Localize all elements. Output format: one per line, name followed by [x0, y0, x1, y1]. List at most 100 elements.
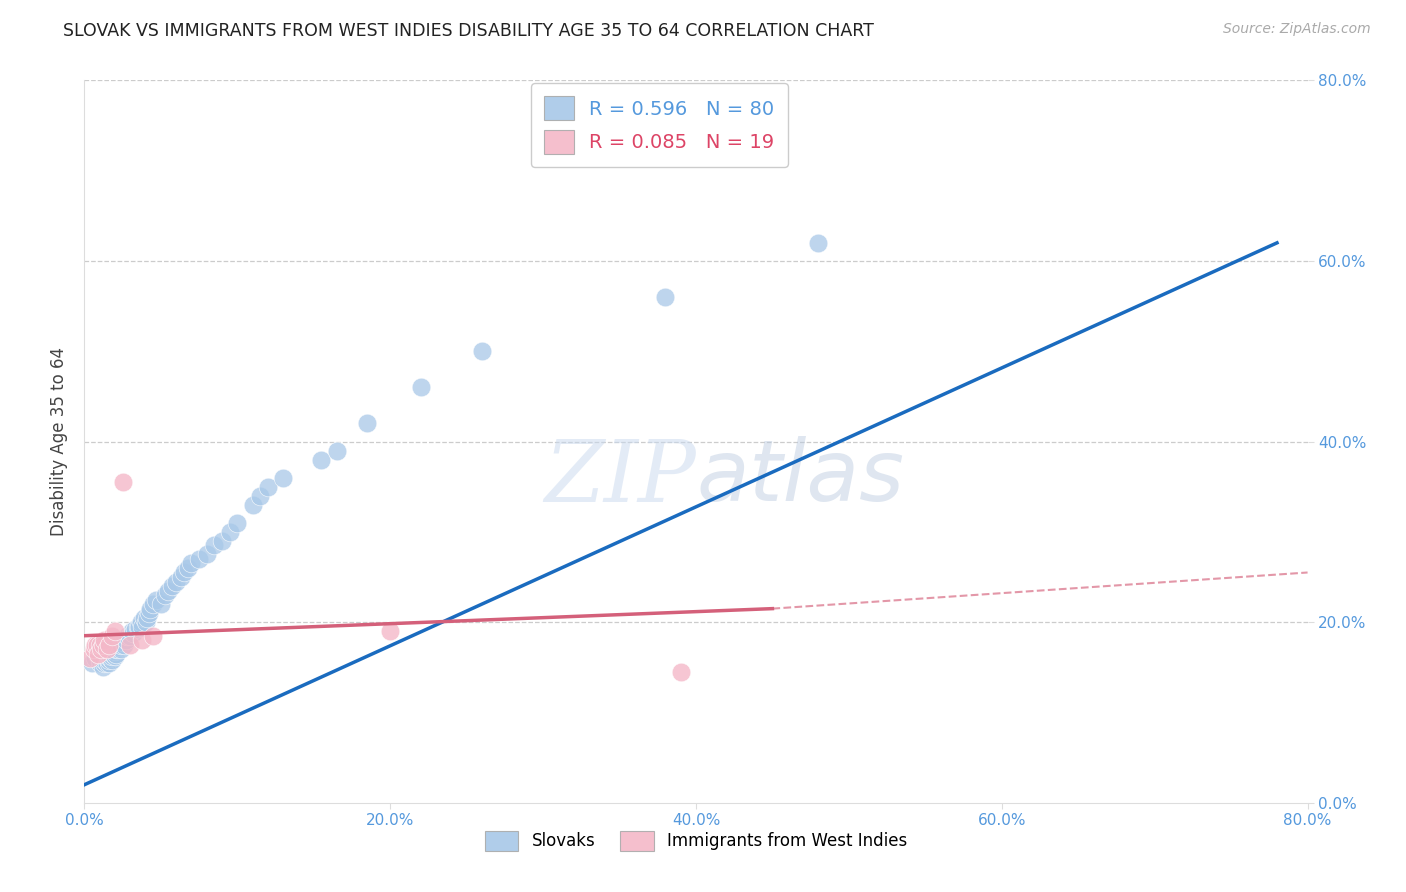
- Point: [170, 570, 193, 584]
- Point: [120, 638, 142, 652]
- Point: [165, 574, 187, 589]
- Point: [83, 642, 105, 657]
- Point: [96, 642, 118, 657]
- Point: [87, 640, 110, 655]
- Point: [115, 629, 138, 643]
- Point: [138, 606, 160, 620]
- Point: [94, 647, 117, 661]
- Point: [87, 642, 110, 657]
- Point: [155, 588, 177, 602]
- Point: [127, 620, 149, 634]
- Point: [87, 647, 110, 661]
- Point: [807, 235, 830, 250]
- Point: [104, 649, 127, 664]
- Point: [103, 642, 125, 657]
- Point: [91, 660, 114, 674]
- Point: [96, 651, 118, 665]
- Point: [84, 638, 107, 652]
- Point: [131, 620, 153, 634]
- Point: [101, 629, 124, 643]
- Point: [139, 601, 162, 615]
- Point: [110, 642, 132, 657]
- Point: [93, 653, 115, 667]
- Point: [180, 557, 202, 571]
- Text: atlas: atlas: [696, 436, 904, 519]
- Point: [135, 615, 157, 630]
- Point: [97, 638, 120, 652]
- Point: [226, 516, 249, 530]
- Point: [108, 640, 131, 655]
- Point: [356, 417, 378, 431]
- Point: [142, 597, 165, 611]
- Point: [108, 638, 131, 652]
- Point: [97, 653, 120, 667]
- Point: [218, 524, 240, 539]
- Point: [409, 380, 432, 394]
- Point: [93, 633, 115, 648]
- Point: [654, 290, 676, 304]
- Point: [149, 597, 172, 611]
- Point: [112, 638, 135, 652]
- Point: [111, 475, 134, 490]
- Legend: Slovaks, Immigrants from West Indies: Slovaks, Immigrants from West Indies: [477, 822, 915, 860]
- Point: [89, 649, 111, 664]
- Point: [86, 638, 108, 652]
- Point: [80, 656, 103, 670]
- Point: [669, 665, 692, 679]
- Point: [242, 498, 264, 512]
- Point: [188, 552, 211, 566]
- Point: [110, 638, 132, 652]
- Point: [97, 656, 120, 670]
- Point: [132, 610, 155, 624]
- Point: [129, 615, 152, 630]
- Point: [157, 583, 180, 598]
- Point: [79, 651, 101, 665]
- Point: [136, 610, 159, 624]
- Point: [93, 656, 115, 670]
- Point: [271, 471, 294, 485]
- Point: [105, 642, 128, 657]
- Point: [104, 624, 127, 639]
- Point: [211, 533, 233, 548]
- Point: [101, 649, 124, 664]
- Point: [89, 656, 111, 670]
- Point: [471, 344, 494, 359]
- Point: [202, 538, 225, 552]
- Point: [160, 579, 183, 593]
- Point: [173, 566, 195, 580]
- Point: [97, 649, 120, 664]
- Point: [325, 443, 347, 458]
- Point: [122, 626, 145, 640]
- Point: [104, 644, 127, 658]
- Point: [142, 629, 165, 643]
- Point: [257, 480, 280, 494]
- Point: [195, 548, 218, 562]
- Point: [124, 623, 146, 637]
- Point: [101, 653, 124, 667]
- Point: [98, 649, 121, 664]
- Point: [89, 638, 111, 652]
- Y-axis label: Disability Age 35 to 64: Disability Age 35 to 64: [49, 347, 67, 536]
- Point: [91, 638, 114, 652]
- Point: [89, 653, 111, 667]
- Point: [86, 644, 108, 658]
- Point: [84, 651, 107, 665]
- Text: Source: ZipAtlas.com: Source: ZipAtlas.com: [1223, 22, 1371, 37]
- Point: [103, 647, 125, 661]
- Point: [249, 489, 271, 503]
- Point: [128, 620, 150, 634]
- Point: [86, 647, 108, 661]
- Point: [111, 635, 134, 649]
- Point: [380, 624, 402, 639]
- Point: [145, 592, 167, 607]
- Point: [96, 656, 118, 670]
- Point: [90, 642, 112, 657]
- Point: [89, 647, 111, 661]
- Point: [120, 629, 142, 643]
- Point: [114, 633, 136, 648]
- Text: ZIP: ZIP: [544, 436, 696, 519]
- Text: SLOVAK VS IMMIGRANTS FROM WEST INDIES DISABILITY AGE 35 TO 64 CORRELATION CHART: SLOVAK VS IMMIGRANTS FROM WEST INDIES DI…: [63, 22, 875, 40]
- Point: [177, 561, 200, 575]
- Point: [107, 642, 129, 657]
- Point: [94, 651, 117, 665]
